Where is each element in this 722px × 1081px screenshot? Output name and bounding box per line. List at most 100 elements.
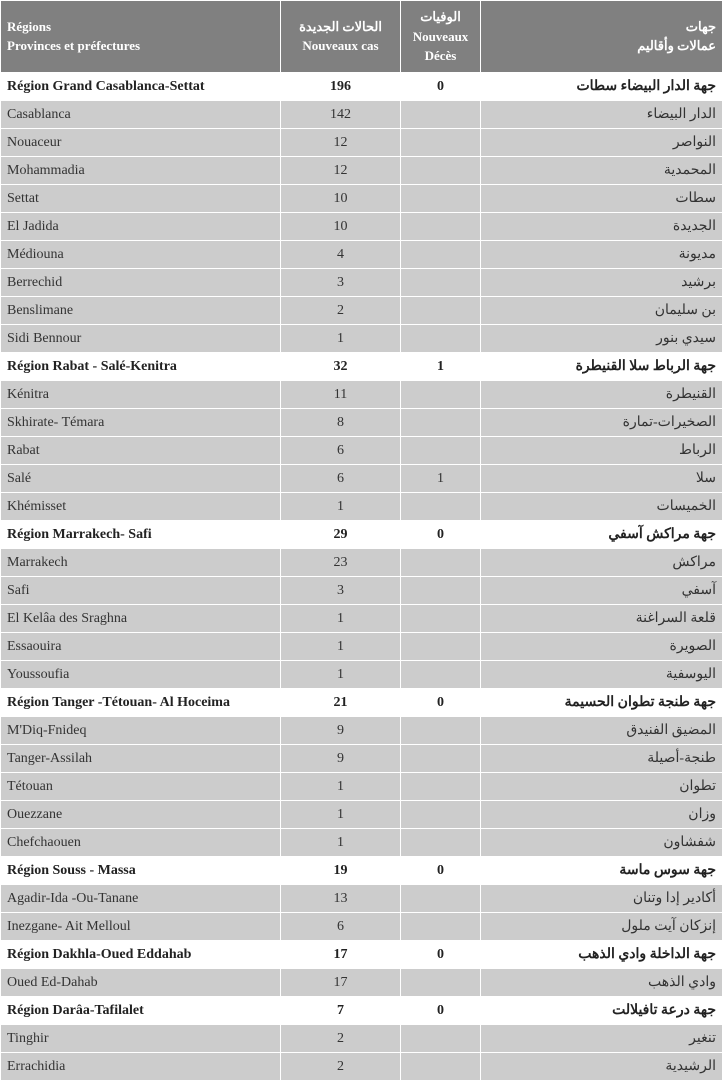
cell-deaths: [401, 212, 481, 240]
cell-name-ar: المحمدية: [481, 156, 722, 184]
cell-deaths: 0: [401, 856, 481, 884]
cell-deaths: [401, 1052, 481, 1080]
cell-name-fr: Berrechid: [1, 268, 281, 296]
cell-cases: 1: [281, 660, 401, 688]
cell-cases: 2: [281, 1024, 401, 1052]
cell-cases: 32: [281, 352, 401, 380]
table-body: Région Grand Casablanca-Settat1960جهة ال…: [1, 72, 722, 1080]
header-regions-ar: جهات عمالات وأقاليم: [481, 1, 722, 73]
cell-name-ar: سلا: [481, 464, 722, 492]
cell-cases: 21: [281, 688, 401, 716]
cell-name-fr: Région Tanger -Tétouan- Al Hoceima: [1, 688, 281, 716]
cell-name-ar: قلعة السراغنة: [481, 604, 722, 632]
cell-name-fr: Errachidia: [1, 1052, 281, 1080]
table-row: El Jadida10الجديدة: [1, 212, 722, 240]
cell-cases: 29: [281, 520, 401, 548]
region-row: Région Darâa-Tafilalet70جهة درعة تافيلال…: [1, 996, 722, 1024]
cell-name-ar: جهة طنجة تطوان الحسيمة: [481, 688, 722, 716]
cell-name-fr: Tinghir: [1, 1024, 281, 1052]
cell-deaths: 1: [401, 352, 481, 380]
table-row: Marrakech23مراكش: [1, 548, 722, 576]
table-row: Khémisset1 الخميسات: [1, 492, 722, 520]
cell-name-ar: جهة الداخلة وادي الذهب: [481, 940, 722, 968]
cell-name-fr: Agadir-Ida -Ou-Tanane: [1, 884, 281, 912]
region-row: Région Grand Casablanca-Settat1960جهة ال…: [1, 72, 722, 100]
table-row: Salé61سلا: [1, 464, 722, 492]
cell-name-fr: Marrakech: [1, 548, 281, 576]
table-row: Inezgane- Ait Melloul6إنزكان آيت ملول: [1, 912, 722, 940]
cell-deaths: [401, 548, 481, 576]
cell-name-fr: Salé: [1, 464, 281, 492]
cell-cases: 10: [281, 184, 401, 212]
cell-deaths: 0: [401, 520, 481, 548]
cell-name-ar: الخميسات: [481, 492, 722, 520]
cell-cases: 1: [281, 828, 401, 856]
cell-name-ar: تطوان: [481, 772, 722, 800]
cell-name-ar: وزان: [481, 800, 722, 828]
cell-name-ar: جهة مراكش آسفي: [481, 520, 722, 548]
cell-name-ar: سطات: [481, 184, 722, 212]
cell-deaths: [401, 744, 481, 772]
region-row: Région Rabat - Salé-Kenitra321جهة الرباط…: [1, 352, 722, 380]
cell-cases: 1: [281, 492, 401, 520]
cell-cases: 1: [281, 632, 401, 660]
cell-name-fr: Casablanca: [1, 100, 281, 128]
cell-name-fr: Tanger-Assilah: [1, 744, 281, 772]
cell-name-ar: الدار البيضاء: [481, 100, 722, 128]
cell-name-ar: بن سليمان: [481, 296, 722, 324]
table-row: Tanger-Assilah9طنجة-أصيلة: [1, 744, 722, 772]
table-header-row: Régions Provinces et préfectures الحالات…: [1, 1, 722, 73]
cell-deaths: [401, 716, 481, 744]
cell-name-fr: Région Dakhla-Oued Eddahab: [1, 940, 281, 968]
region-row: Région Dakhla-Oued Eddahab170جهة الداخلة…: [1, 940, 722, 968]
table-row: Berrechid3برشيد: [1, 268, 722, 296]
cell-name-fr: Chefchaouen: [1, 828, 281, 856]
cell-name-ar: مديونة: [481, 240, 722, 268]
cell-name-fr: Ouezzane: [1, 800, 281, 828]
cell-name-fr: Mohammadia: [1, 156, 281, 184]
table-row: Nouaceur12النواصر: [1, 128, 722, 156]
cell-name-fr: El Kelâa des Sraghna: [1, 604, 281, 632]
cell-deaths: [401, 296, 481, 324]
cell-deaths: [401, 632, 481, 660]
cell-deaths: [401, 156, 481, 184]
cell-name-ar: إنزكان آيت ملول: [481, 912, 722, 940]
cell-name-ar: جهة سوس ماسة: [481, 856, 722, 884]
cell-deaths: [401, 968, 481, 996]
table-row: Tinghir2تنغير: [1, 1024, 722, 1052]
cell-cases: 9: [281, 716, 401, 744]
cell-cases: 19: [281, 856, 401, 884]
cell-name-fr: Safi: [1, 576, 281, 604]
cell-cases: 6: [281, 464, 401, 492]
cell-deaths: [401, 100, 481, 128]
cell-deaths: [401, 492, 481, 520]
cell-cases: 4: [281, 240, 401, 268]
table-row: Youssoufia1 اليوسفية: [1, 660, 722, 688]
cell-name-fr: Benslimane: [1, 296, 281, 324]
cell-deaths: 0: [401, 688, 481, 716]
cell-deaths: 0: [401, 72, 481, 100]
cell-deaths: [401, 1024, 481, 1052]
table-row: Casablanca142 الدار البيضاء: [1, 100, 722, 128]
cell-name-ar: مراكش: [481, 548, 722, 576]
cell-deaths: [401, 828, 481, 856]
cell-name-ar: اليوسفية: [481, 660, 722, 688]
cell-cases: 13: [281, 884, 401, 912]
table-row: Errachidia2الرشيدية: [1, 1052, 722, 1080]
cell-name-fr: Kénitra: [1, 380, 281, 408]
cell-name-fr: Région Rabat - Salé-Kenitra: [1, 352, 281, 380]
table-row: M'Diq-Fnideq9المضيق الفنيدق: [1, 716, 722, 744]
cell-name-fr: Khémisset: [1, 492, 281, 520]
cell-cases: 3: [281, 576, 401, 604]
cell-cases: 1: [281, 604, 401, 632]
region-row: Région Souss - Massa190جهة سوس ماسة: [1, 856, 722, 884]
cell-name-fr: Essaouira: [1, 632, 281, 660]
covid-regions-table: Régions Provinces et préfectures الحالات…: [0, 0, 722, 1081]
cell-name-fr: Région Souss - Massa: [1, 856, 281, 884]
cell-cases: 3: [281, 268, 401, 296]
cell-cases: 142: [281, 100, 401, 128]
cell-name-ar: جهة درعة تافيلالت: [481, 996, 722, 1024]
cell-name-fr: Youssoufia: [1, 660, 281, 688]
cell-name-fr: Rabat: [1, 436, 281, 464]
cell-name-fr: Région Grand Casablanca-Settat: [1, 72, 281, 100]
